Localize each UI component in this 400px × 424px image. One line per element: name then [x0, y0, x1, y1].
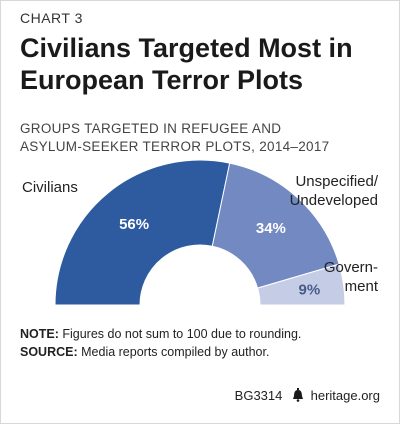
site-name: heritage.org [310, 388, 380, 403]
slice-0 [54, 160, 231, 306]
chart-number: CHART 3 [20, 10, 83, 26]
chart-notes: NOTE: Figures do not sum to 100 due to r… [20, 325, 301, 361]
chart-title-line-2: European Terror Plots [20, 65, 304, 95]
slice-label-line: Undeveloped [290, 192, 378, 209]
slice-label-0: Civilians [22, 179, 78, 196]
chart-title: Civilians Targeted Most in European Terr… [20, 32, 390, 96]
note-text: Figures do not sum to 100 due to roundin… [58, 327, 302, 341]
chart-title-line-1: Civilians Targeted Most in [20, 33, 353, 63]
footer: BG3314 heritage.org [235, 388, 380, 405]
slice-label-line: Unspecified/ [295, 173, 378, 190]
slice-value-1: 34% [256, 220, 286, 237]
slice-1 [211, 162, 340, 289]
chart-subtitle-line-2: ASYLUM-SEEKER TERROR PLOTS, 2014–2017 [20, 139, 330, 154]
source-line: SOURCE: Media reports compiled by author… [20, 343, 301, 361]
slice-2 [256, 263, 346, 306]
source-label: SOURCE: [20, 345, 78, 359]
slice-label-line: Civilians [22, 179, 78, 196]
liberty-bell-icon [292, 388, 304, 405]
chart-subtitle-line-1: GROUPS TARGETED IN REFUGEE AND [20, 121, 282, 136]
slice-label-1: Unspecified/Undeveloped [290, 173, 379, 209]
slice-value-2: 9% [299, 281, 321, 298]
chart-subtitle: GROUPS TARGETED IN REFUGEE AND ASYLUM-SE… [20, 120, 390, 156]
chart-labels: 56%Civilians34%Unspecified/Undeveloped9%… [22, 173, 379, 298]
slice-label-2: Govern-ment [324, 259, 379, 295]
report-code: BG3314 [234, 388, 283, 403]
slice-value-0: 56% [119, 216, 149, 233]
slice-label-line: ment [345, 278, 379, 295]
source-text: Media reports compiled by author. [77, 345, 270, 359]
note-label: NOTE: [20, 327, 59, 341]
note-line: NOTE: Figures do not sum to 100 due to r… [20, 325, 301, 343]
chart-slices [54, 160, 346, 306]
slice-label-line: Govern- [324, 259, 378, 276]
half-donut-chart: 56%Civilians34%Unspecified/Undeveloped9%… [22, 160, 379, 306]
